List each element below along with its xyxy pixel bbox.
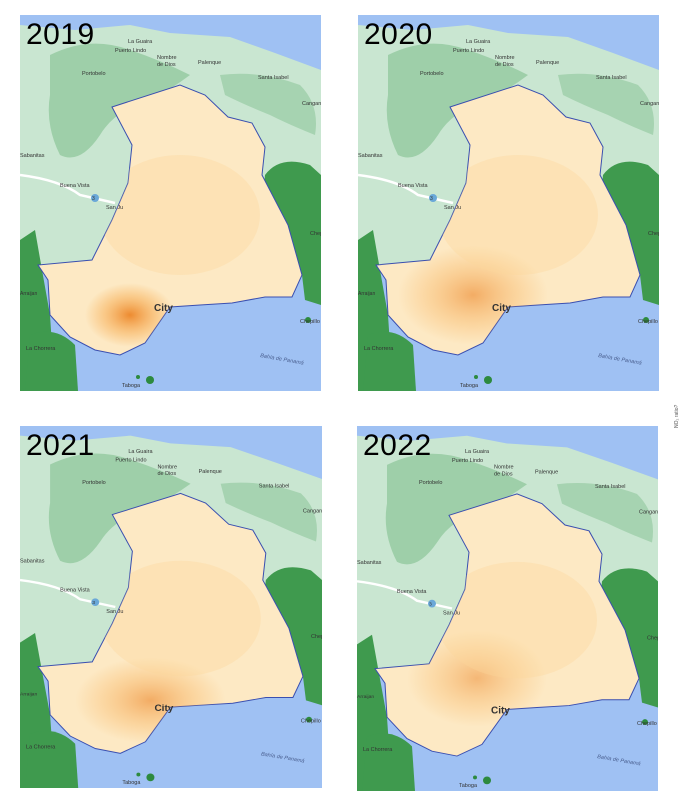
svg-text:Santa Isabel: Santa Isabel bbox=[259, 484, 290, 490]
svg-text:Chepillo: Chepillo bbox=[637, 721, 657, 727]
svg-text:de Dios: de Dios bbox=[495, 62, 514, 68]
svg-text:Palenque: Palenque bbox=[198, 60, 221, 66]
svg-text:de Dios: de Dios bbox=[494, 472, 513, 478]
svg-text:Chep: Chep bbox=[311, 634, 322, 640]
svg-text:Santa Isabel: Santa Isabel bbox=[595, 484, 626, 490]
svg-text:Cangan: Cangan bbox=[639, 509, 658, 515]
svg-text:La Guaira: La Guaira bbox=[466, 39, 491, 45]
svg-text:City: City bbox=[492, 303, 511, 314]
svg-text:Buena Vista: Buena Vista bbox=[398, 183, 429, 189]
svg-text:La Guaira: La Guaira bbox=[465, 449, 489, 455]
svg-text:Taboga: Taboga bbox=[122, 383, 141, 389]
svg-text:La Chorrera: La Chorrera bbox=[26, 346, 56, 352]
svg-text:Buena Vista: Buena Vista bbox=[60, 588, 90, 594]
svg-text:San Ju: San Ju bbox=[106, 205, 123, 211]
map-panel-2021: La Guaira Puerto Lindo Nombre de Dios Pa… bbox=[20, 426, 322, 788]
svg-text:Arraijan: Arraijan bbox=[20, 291, 37, 297]
svg-text:de Dios: de Dios bbox=[157, 62, 176, 68]
map-panel-2020: La Guaira Puerto Lindo Nombre de Dios Pa… bbox=[358, 15, 659, 391]
svg-text:Sabanitas: Sabanitas bbox=[357, 560, 382, 566]
side-axis-label: NO₂ ratio? bbox=[668, 360, 683, 440]
svg-text:Portobelo: Portobelo bbox=[420, 71, 444, 77]
svg-text:Sabanitas: Sabanitas bbox=[20, 153, 45, 159]
svg-text:Puerto Lindo: Puerto Lindo bbox=[453, 48, 484, 54]
svg-text:City: City bbox=[154, 303, 173, 314]
map-panel-2022: La Guaira Puerto Lindo Nombre de Dios Pa… bbox=[357, 426, 658, 791]
svg-text:Portobelo: Portobelo bbox=[419, 480, 442, 486]
svg-text:San Ju: San Ju bbox=[443, 610, 460, 616]
svg-text:San Ju: San Ju bbox=[106, 609, 123, 615]
svg-text:Chep: Chep bbox=[648, 231, 659, 237]
svg-text:Nombre: Nombre bbox=[157, 55, 177, 61]
side-axis-text: NO₂ ratio? bbox=[674, 404, 680, 428]
svg-text:Puerto Lindo: Puerto Lindo bbox=[452, 458, 483, 464]
svg-text:Chep: Chep bbox=[310, 231, 321, 237]
map-2021: La Guaira Puerto Lindo Nombre de Dios Pa… bbox=[20, 426, 322, 788]
svg-text:Chepillo: Chepillo bbox=[638, 319, 658, 325]
svg-text:Arraijan: Arraijan bbox=[358, 291, 375, 297]
svg-text:La Chorrera: La Chorrera bbox=[364, 346, 394, 352]
svg-text:La Guaira: La Guaira bbox=[128, 39, 153, 45]
map-2019: La Guaira Puerto Lindo Nombre de Dios Pa… bbox=[20, 15, 321, 391]
map-panel-2019: La Guaira Puerto Lindo Nombre de Dios Pa… bbox=[20, 15, 321, 391]
svg-text:Puerto Lindo: Puerto Lindo bbox=[115, 48, 146, 54]
map-2020: La Guaira Puerto Lindo Nombre de Dios Pa… bbox=[358, 15, 659, 391]
svg-text:Nombre: Nombre bbox=[495, 55, 515, 61]
svg-text:Cangan: Cangan bbox=[302, 101, 321, 107]
svg-text:Taboga: Taboga bbox=[459, 783, 477, 789]
svg-text:Sabanitas: Sabanitas bbox=[358, 153, 383, 159]
svg-text:Taboga: Taboga bbox=[122, 780, 140, 786]
svg-text:de Dios: de Dios bbox=[157, 471, 176, 477]
svg-text:Taboga: Taboga bbox=[460, 383, 479, 389]
svg-text:City: City bbox=[491, 705, 510, 716]
svg-text:Chepillo: Chepillo bbox=[300, 319, 320, 325]
svg-text:Portobelo: Portobelo bbox=[82, 480, 106, 486]
year-label: 2021 bbox=[26, 429, 95, 462]
svg-text:La Chorrera: La Chorrera bbox=[26, 745, 55, 751]
svg-text:Buena Vista: Buena Vista bbox=[397, 589, 426, 595]
svg-text:Arraijan: Arraijan bbox=[357, 694, 374, 700]
svg-text:Chep: Chep bbox=[647, 636, 658, 642]
svg-text:Nombre: Nombre bbox=[157, 464, 177, 470]
svg-text:Sabanitas: Sabanitas bbox=[20, 559, 45, 565]
svg-text:Palenque: Palenque bbox=[535, 470, 558, 476]
svg-text:3: 3 bbox=[92, 196, 95, 202]
svg-text:3: 3 bbox=[430, 196, 433, 202]
svg-text:Palenque: Palenque bbox=[199, 469, 222, 475]
svg-text:Palenque: Palenque bbox=[536, 60, 559, 66]
svg-text:3: 3 bbox=[429, 602, 432, 608]
year-label: 2019 bbox=[26, 18, 95, 51]
svg-text:Buena Vista: Buena Vista bbox=[60, 183, 91, 189]
svg-text:Chepillo: Chepillo bbox=[301, 719, 321, 725]
svg-text:Cangan: Cangan bbox=[640, 101, 659, 107]
svg-text:La Chorrera: La Chorrera bbox=[363, 747, 392, 753]
svg-text:Nombre: Nombre bbox=[494, 465, 514, 471]
svg-text:Puerto Lindo: Puerto Lindo bbox=[115, 458, 146, 464]
svg-text:Arraijan: Arraijan bbox=[20, 692, 38, 698]
svg-text:Santa Isabel: Santa Isabel bbox=[596, 75, 627, 81]
year-label: 2020 bbox=[364, 18, 433, 51]
svg-text:Santa Isabel: Santa Isabel bbox=[258, 75, 289, 81]
svg-text:Cangan: Cangan bbox=[303, 509, 322, 515]
svg-text:City: City bbox=[154, 703, 173, 714]
svg-text:La Guaira: La Guaira bbox=[128, 449, 152, 455]
svg-text:San Ju: San Ju bbox=[444, 205, 461, 211]
svg-text:Portobelo: Portobelo bbox=[82, 71, 106, 77]
year-label: 2022 bbox=[363, 429, 432, 462]
map-2022: La Guaira Puerto Lindo Nombre de Dios Pa… bbox=[357, 426, 658, 791]
svg-text:3: 3 bbox=[92, 600, 95, 606]
